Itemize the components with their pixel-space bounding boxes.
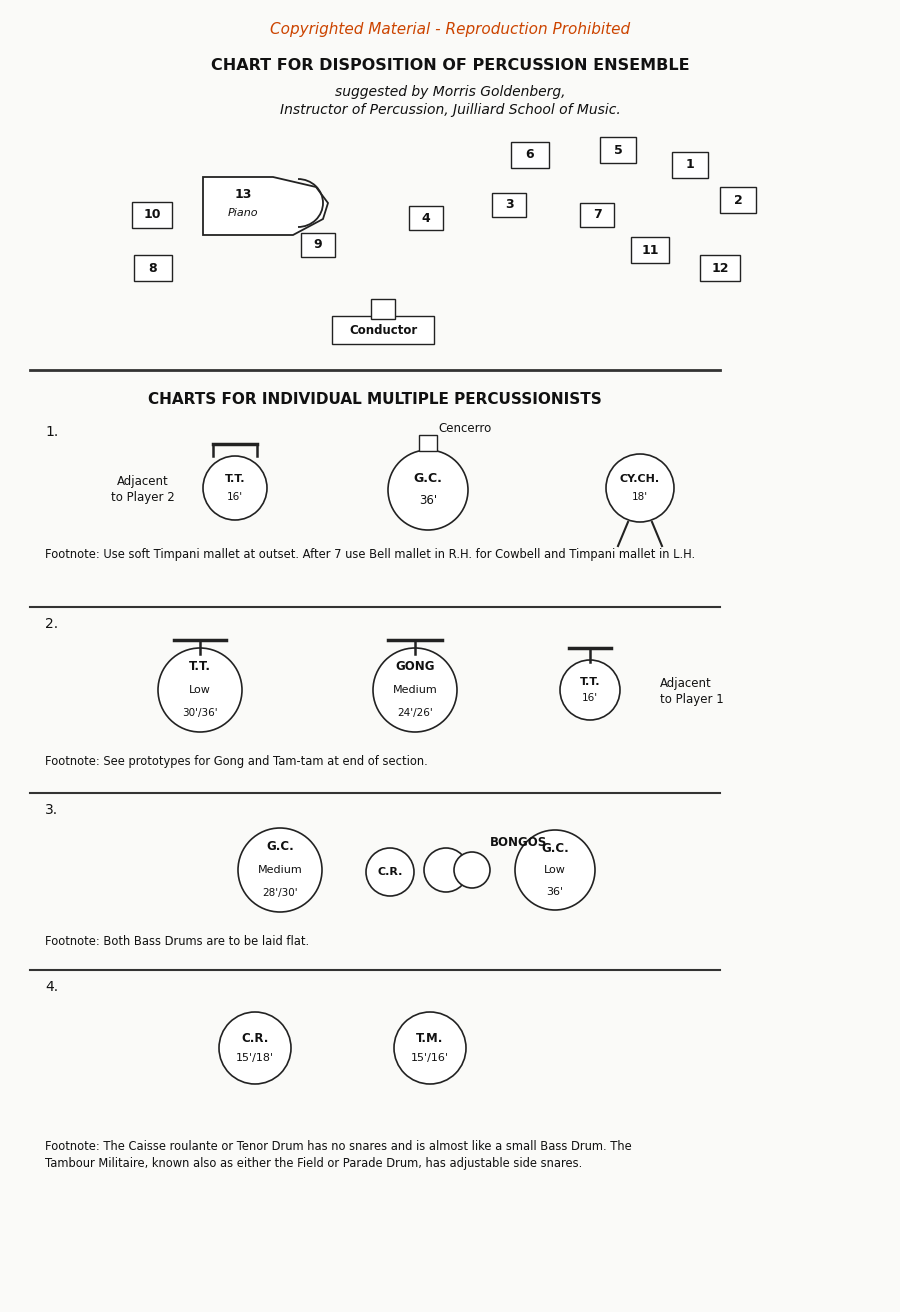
Polygon shape: [203, 177, 328, 235]
Text: G.C.: G.C.: [414, 472, 443, 485]
FancyBboxPatch shape: [132, 202, 172, 228]
Text: Low: Low: [189, 685, 211, 695]
Text: 5: 5: [614, 143, 623, 156]
Ellipse shape: [203, 457, 267, 520]
Text: 16': 16': [582, 693, 599, 703]
Text: 24'/26': 24'/26': [397, 708, 433, 718]
Text: CHARTS FOR INDIVIDUAL MULTIPLE PERCUSSIONISTS: CHARTS FOR INDIVIDUAL MULTIPLE PERCUSSIO…: [148, 392, 602, 407]
Text: 1.: 1.: [45, 425, 58, 440]
Text: 7: 7: [592, 209, 601, 222]
Text: 30'/36': 30'/36': [182, 708, 218, 718]
Text: Footnote: Both Bass Drums are to be laid flat.: Footnote: Both Bass Drums are to be laid…: [45, 935, 309, 949]
Text: 16': 16': [227, 492, 243, 501]
Text: 3: 3: [505, 198, 513, 211]
FancyBboxPatch shape: [371, 299, 395, 319]
Text: 28'/30': 28'/30': [262, 888, 298, 899]
Ellipse shape: [606, 454, 674, 522]
Text: suggested by Morris Goldenberg,: suggested by Morris Goldenberg,: [335, 85, 565, 98]
FancyBboxPatch shape: [492, 193, 526, 216]
Text: to Player 2: to Player 2: [111, 492, 175, 505]
FancyBboxPatch shape: [672, 152, 708, 178]
Text: 36': 36': [546, 887, 563, 897]
Text: CY.CH.: CY.CH.: [620, 474, 660, 484]
Text: 36': 36': [418, 495, 437, 508]
Text: 15'/18': 15'/18': [236, 1054, 274, 1063]
Text: Copyrighted Material - Reproduction Prohibited: Copyrighted Material - Reproduction Proh…: [270, 22, 630, 37]
Text: Low: Low: [544, 865, 566, 875]
Ellipse shape: [366, 848, 414, 896]
Text: Footnote: The Caisse roulante or Tenor Drum has no snares and is almost like a s: Footnote: The Caisse roulante or Tenor D…: [45, 1140, 632, 1153]
Text: Tambour Militaire, known also as either the Field or Parade Drum, has adjustable: Tambour Militaire, known also as either …: [45, 1157, 582, 1170]
Text: C.R.: C.R.: [241, 1031, 269, 1044]
Text: 15'/16': 15'/16': [411, 1054, 449, 1063]
FancyBboxPatch shape: [511, 142, 549, 168]
Text: T.T.: T.T.: [225, 474, 245, 484]
FancyBboxPatch shape: [332, 316, 434, 344]
Ellipse shape: [158, 648, 242, 732]
Text: 13: 13: [234, 189, 252, 202]
Text: BONGOS: BONGOS: [490, 837, 547, 849]
FancyBboxPatch shape: [580, 203, 614, 227]
Text: 11: 11: [641, 244, 659, 257]
Text: 1: 1: [686, 159, 695, 172]
Text: Footnote: Use soft Timpani mallet at outset. After 7 use Bell mallet in R.H. for: Footnote: Use soft Timpani mallet at out…: [45, 548, 695, 562]
Text: Adjacent: Adjacent: [660, 677, 712, 690]
Text: GONG: GONG: [395, 660, 435, 673]
Text: T.T.: T.T.: [189, 660, 211, 673]
Ellipse shape: [394, 1012, 466, 1084]
Text: Instructor of Percussion, Juilliard School of Music.: Instructor of Percussion, Juilliard Scho…: [280, 104, 620, 117]
Text: CHART FOR DISPOSITION OF PERCUSSION ENSEMBLE: CHART FOR DISPOSITION OF PERCUSSION ENSE…: [211, 58, 689, 73]
Ellipse shape: [515, 830, 595, 911]
Text: 18': 18': [632, 492, 648, 502]
Text: 4: 4: [421, 211, 430, 224]
Text: Footnote: See prototypes for Gong and Tam-tam at end of section.: Footnote: See prototypes for Gong and Ta…: [45, 754, 428, 768]
Text: Cencerro: Cencerro: [438, 421, 491, 434]
FancyBboxPatch shape: [631, 237, 669, 262]
FancyBboxPatch shape: [409, 206, 443, 230]
Text: Medium: Medium: [392, 685, 437, 695]
Text: Medium: Medium: [257, 865, 302, 875]
Text: Piano: Piano: [228, 209, 258, 218]
Text: to Player 1: to Player 1: [660, 694, 724, 706]
Text: Adjacent: Adjacent: [117, 475, 169, 488]
FancyBboxPatch shape: [419, 436, 437, 451]
Ellipse shape: [454, 851, 490, 888]
Text: G.C.: G.C.: [541, 841, 569, 854]
Ellipse shape: [560, 660, 620, 720]
FancyBboxPatch shape: [700, 255, 740, 281]
Text: 3.: 3.: [45, 803, 58, 817]
Text: 2: 2: [734, 193, 742, 206]
Text: 10: 10: [143, 209, 161, 222]
Text: Conductor: Conductor: [349, 324, 417, 336]
FancyBboxPatch shape: [134, 255, 172, 281]
Text: 8: 8: [148, 261, 157, 274]
Text: T.M.: T.M.: [417, 1031, 444, 1044]
Text: 6: 6: [526, 148, 535, 161]
Ellipse shape: [219, 1012, 291, 1084]
FancyBboxPatch shape: [720, 188, 756, 213]
Ellipse shape: [238, 828, 322, 912]
FancyBboxPatch shape: [301, 234, 335, 257]
Ellipse shape: [373, 648, 457, 732]
Text: C.R.: C.R.: [377, 867, 402, 876]
Text: 12: 12: [711, 261, 729, 274]
FancyBboxPatch shape: [600, 136, 636, 163]
Ellipse shape: [424, 848, 468, 892]
Text: T.T.: T.T.: [580, 677, 600, 686]
Ellipse shape: [388, 450, 468, 530]
Text: G.C.: G.C.: [266, 841, 294, 853]
Text: 4.: 4.: [45, 980, 58, 994]
Text: 9: 9: [314, 239, 322, 252]
Text: 2.: 2.: [45, 617, 58, 631]
